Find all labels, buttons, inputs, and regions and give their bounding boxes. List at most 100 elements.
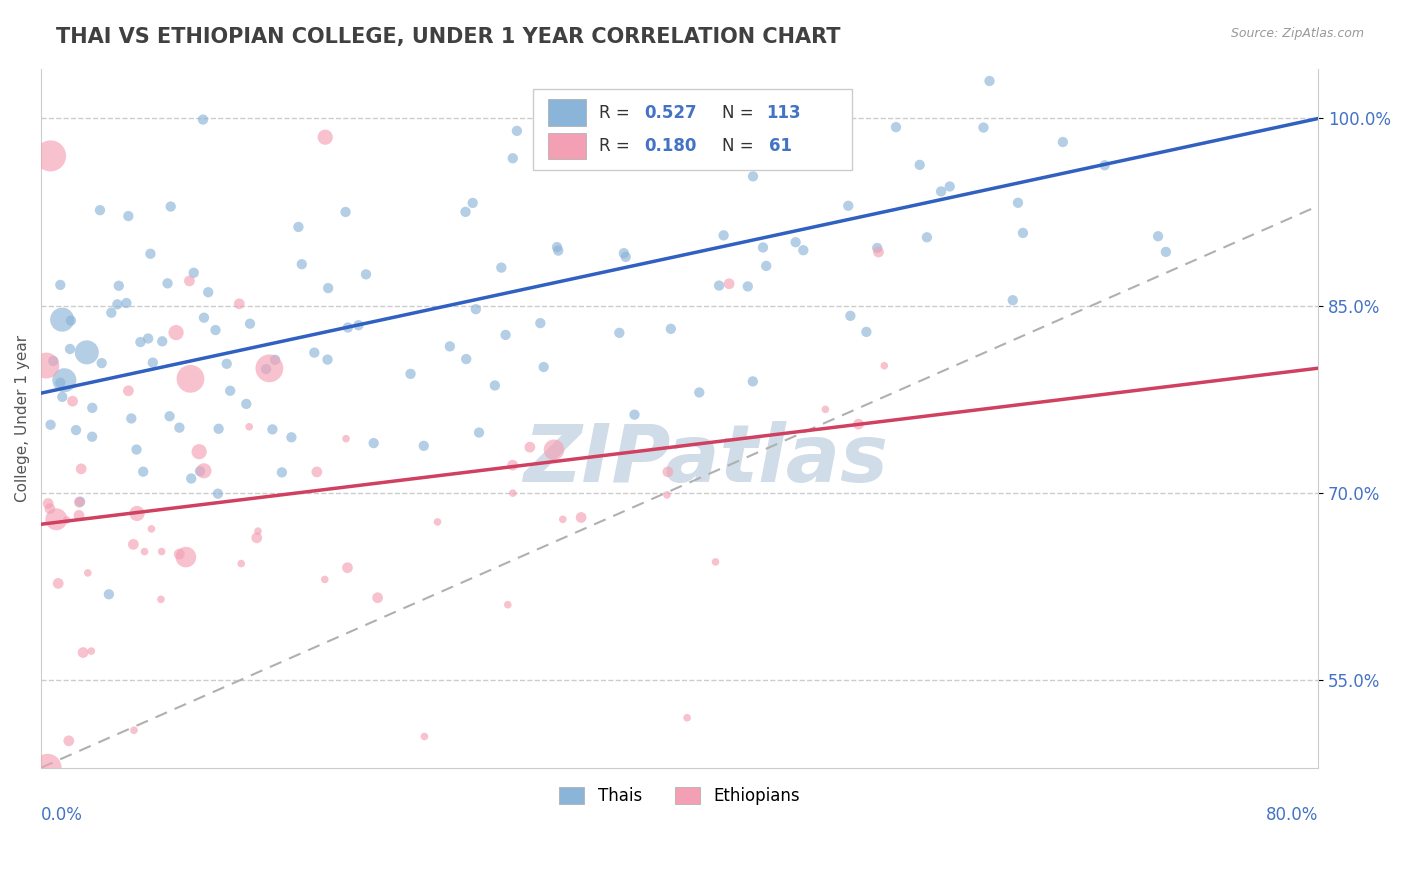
Point xyxy=(150,334,173,349)
Point xyxy=(855,325,877,339)
Point xyxy=(484,378,506,392)
Point xyxy=(659,322,682,336)
Point xyxy=(868,245,890,260)
Point xyxy=(304,345,326,359)
Point xyxy=(65,423,87,437)
Point xyxy=(246,531,269,545)
Point xyxy=(150,544,173,558)
Point xyxy=(179,372,201,386)
Point xyxy=(335,205,357,219)
Point xyxy=(569,510,592,524)
Point xyxy=(316,281,339,295)
Point xyxy=(655,488,678,502)
Point xyxy=(704,555,727,569)
Point xyxy=(169,547,191,561)
Point xyxy=(139,246,162,260)
Point xyxy=(506,124,529,138)
Point xyxy=(53,373,76,387)
Point xyxy=(718,277,741,291)
Point xyxy=(193,464,215,478)
Point xyxy=(439,339,461,353)
Point xyxy=(316,352,339,367)
Point xyxy=(129,334,152,349)
Point xyxy=(752,240,775,254)
Point xyxy=(529,316,551,330)
Point xyxy=(543,442,565,457)
Point xyxy=(495,327,517,342)
Point xyxy=(533,359,555,374)
Point xyxy=(219,384,242,398)
Text: 0.0%: 0.0% xyxy=(41,806,83,824)
Point xyxy=(37,761,59,775)
Point xyxy=(363,436,385,450)
Point xyxy=(354,268,377,282)
Point xyxy=(100,306,122,320)
Point xyxy=(929,185,952,199)
Point xyxy=(149,592,172,607)
Point xyxy=(547,244,569,258)
Point xyxy=(193,310,215,325)
Point xyxy=(72,646,94,660)
Point xyxy=(207,422,229,436)
Text: ZIPatlas: ZIPatlas xyxy=(523,421,887,499)
Point xyxy=(676,711,699,725)
Point xyxy=(456,352,478,367)
Point xyxy=(156,277,179,291)
Point xyxy=(231,557,253,571)
Point xyxy=(399,367,422,381)
Point xyxy=(39,417,62,432)
Text: 0.180: 0.180 xyxy=(644,137,696,155)
Point xyxy=(59,313,82,327)
Point xyxy=(159,200,181,214)
Point xyxy=(165,326,187,340)
Point xyxy=(169,420,191,434)
FancyBboxPatch shape xyxy=(533,89,852,169)
Point xyxy=(1012,226,1035,240)
FancyBboxPatch shape xyxy=(548,99,586,126)
Point xyxy=(246,524,269,538)
Point xyxy=(120,411,142,425)
Point xyxy=(336,560,359,574)
Point xyxy=(551,512,574,526)
Point xyxy=(814,402,837,417)
Text: 113: 113 xyxy=(766,103,801,121)
Point xyxy=(426,515,449,529)
Point xyxy=(314,130,336,145)
Text: R =: R = xyxy=(599,137,636,155)
Point xyxy=(204,323,226,337)
Text: 80.0%: 80.0% xyxy=(1265,806,1319,824)
Text: 61: 61 xyxy=(769,137,792,155)
Point xyxy=(491,260,513,275)
Point xyxy=(125,507,148,521)
Point xyxy=(76,566,98,580)
Point xyxy=(174,550,197,565)
Point xyxy=(179,274,201,288)
Point xyxy=(45,512,67,526)
Point xyxy=(1052,135,1074,149)
Point xyxy=(367,591,389,605)
Point xyxy=(55,513,77,527)
Point xyxy=(335,432,357,446)
Point xyxy=(39,501,62,516)
Point xyxy=(51,390,73,404)
Point xyxy=(107,278,129,293)
Text: 0.527: 0.527 xyxy=(644,103,696,121)
Point xyxy=(1154,244,1177,259)
Point xyxy=(741,375,763,389)
Point xyxy=(49,277,72,292)
Point xyxy=(132,465,155,479)
Point xyxy=(117,384,139,398)
Point xyxy=(58,734,80,748)
Point xyxy=(49,376,72,390)
Point xyxy=(122,723,145,738)
Point xyxy=(291,257,314,271)
Y-axis label: College, Under 1 year: College, Under 1 year xyxy=(15,334,30,501)
Point xyxy=(461,195,484,210)
Point xyxy=(238,419,260,434)
Point xyxy=(188,464,211,478)
Point xyxy=(35,359,58,373)
Point xyxy=(90,356,112,370)
Point xyxy=(873,359,896,373)
Point xyxy=(468,425,491,440)
Point xyxy=(141,522,163,536)
